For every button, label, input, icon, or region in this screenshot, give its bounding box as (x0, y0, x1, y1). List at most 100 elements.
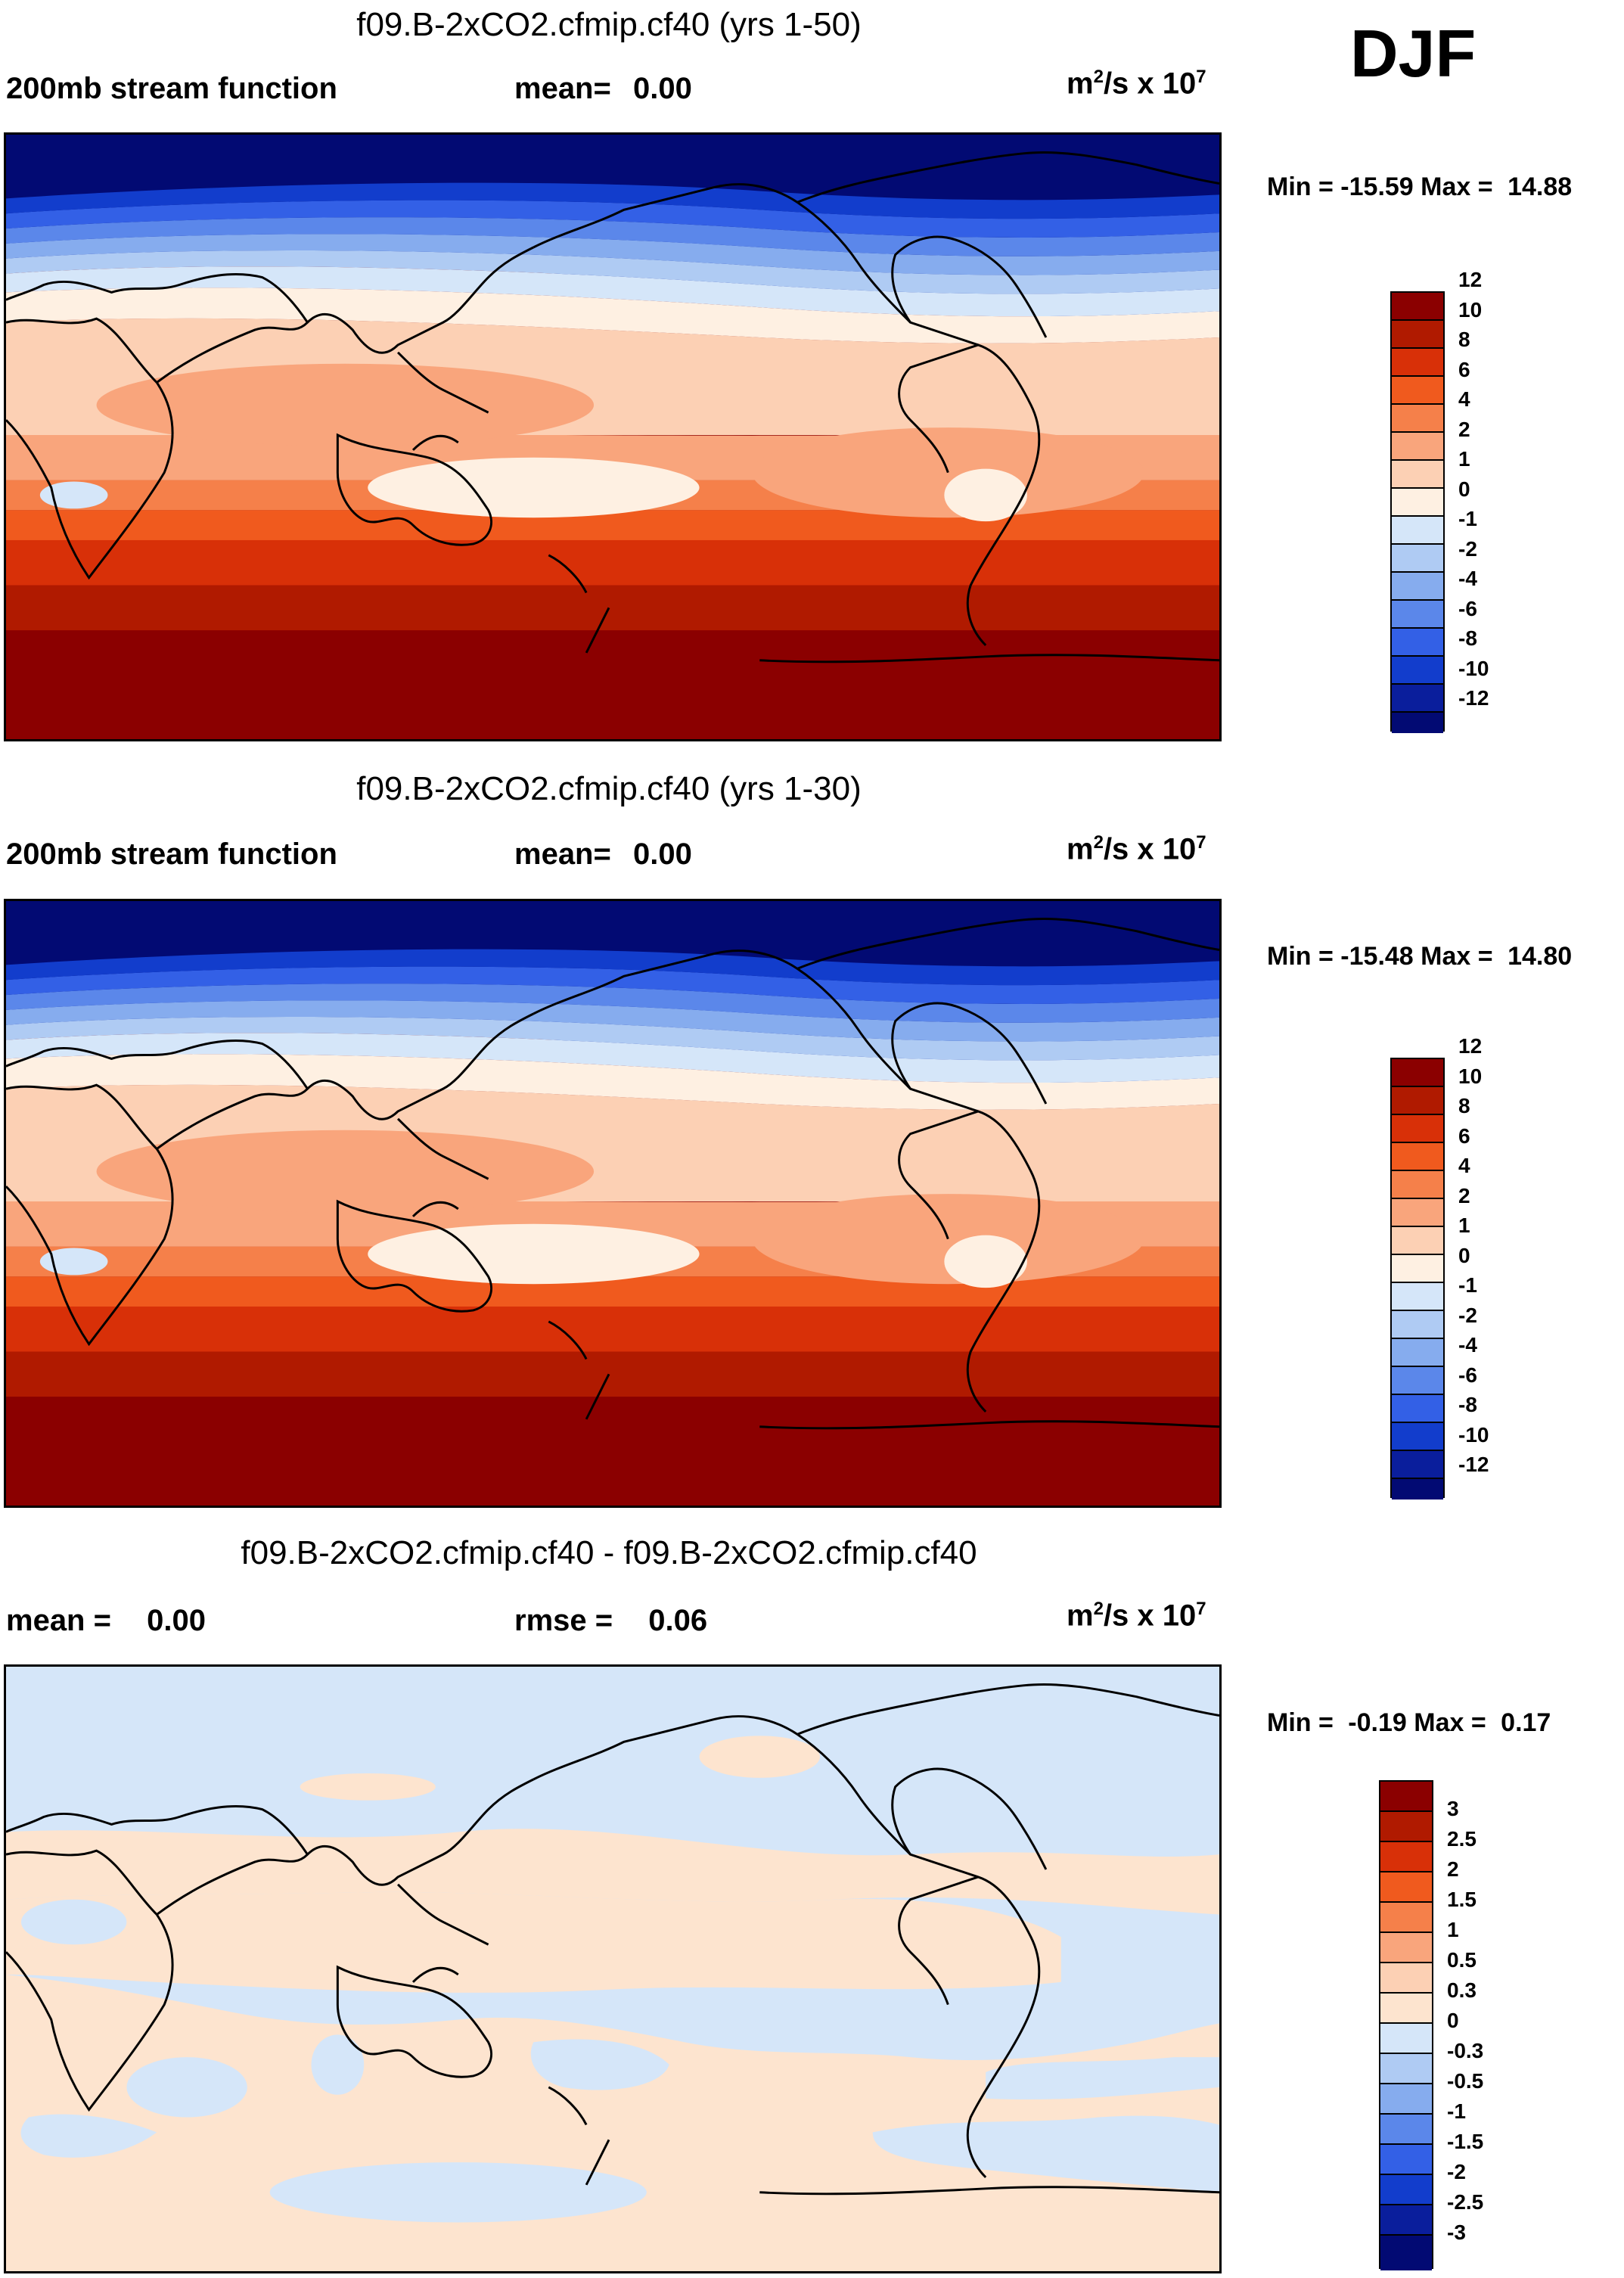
panel1-colorbar-swatch (1392, 685, 1443, 713)
panel2-units-mid: /s x 10 (1103, 832, 1197, 866)
panel1-colorbar-swatch (1392, 293, 1443, 321)
panel2-colorbar-tick: -8 (1458, 1393, 1477, 1416)
panel2-colorbar-tick: 2 (1458, 1184, 1470, 1207)
panel1-field-label: 200mb stream function (6, 72, 337, 105)
panel3-colorbar (1379, 1780, 1433, 2270)
panel1-colorbar-swatch (1392, 545, 1443, 573)
panel2-colorbar-swatch (1392, 1451, 1443, 1479)
panel1-colorbar-tick: 12 (1458, 268, 1483, 291)
panel3-units-base: m (1067, 1599, 1094, 1633)
panel1-max-label: Max = (1421, 172, 1493, 201)
panel2-colorbar-swatch (1392, 1283, 1443, 1311)
panel1-colorbar-swatch (1392, 461, 1443, 489)
panel3-colorbar-tick: -0.3 (1447, 2039, 1484, 2062)
panel2-colorbar-swatch (1392, 1171, 1443, 1199)
panel1-colorbar-tick: 1 (1458, 447, 1470, 471)
panel2-colorbar-swatch (1392, 1115, 1443, 1143)
panel1-colorbar-tick: 0 (1458, 477, 1470, 501)
panel3-colorbar-swatch (1380, 1963, 1432, 1994)
panel3-max-label: Max = (1414, 1708, 1486, 1737)
panel1-colorbar-swatch (1392, 517, 1443, 545)
panel3-colorbar-swatch (1380, 2205, 1432, 2236)
panel2-units: m2/s x 107 (1067, 832, 1206, 866)
panel2-colorbar-tick: 4 (1458, 1154, 1470, 1177)
panel1-units-mid: /s x 10 (1103, 67, 1197, 101)
panel1-colorbar-swatch (1392, 377, 1443, 405)
panel1-map-svg (6, 135, 1219, 739)
panel1-colorbar-tick: -10 (1458, 657, 1489, 680)
panel3-colorbar-tick: 2 (1447, 1857, 1459, 1881)
panel2-colorbar-swatch (1392, 1423, 1443, 1451)
panel2-colorbar-tick: -12 (1458, 1453, 1489, 1476)
panel1-colorbar-tick: -1 (1458, 507, 1477, 530)
panel2-colorbar-swatch (1392, 1199, 1443, 1227)
panel1-colorbar-tick: -2 (1458, 537, 1477, 561)
panel3-units-mid: /s x 10 (1103, 1599, 1197, 1633)
panel3-colorbar-tick: 1 (1447, 1918, 1459, 1941)
panel1-colorbar-tick: 4 (1458, 387, 1470, 411)
panel2-max-label: Max = (1421, 942, 1493, 971)
panel3-colorbar-swatch (1380, 2145, 1432, 2175)
panel2-mean: mean= 0.00 (514, 838, 692, 872)
season-label: DJF (1350, 16, 1477, 91)
panel3-units: m2/s x 107 (1067, 1599, 1206, 1633)
panel3-map-svg (6, 1667, 1219, 2271)
panel2-colorbar-tick: 8 (1458, 1094, 1470, 1117)
panel2-colorbar-swatch (1392, 1255, 1443, 1283)
panel3-mean: mean = 0.00 (6, 1604, 206, 1638)
panel2-map-svg (6, 901, 1219, 1506)
panel3-colorbar-tick: 0 (1447, 2009, 1459, 2032)
panel3-map (4, 1664, 1222, 2273)
panel1-mean: mean= 0.00 (514, 72, 692, 106)
panel2-min-label: Min = (1267, 942, 1334, 971)
panel1-colorbar-tick: -8 (1458, 626, 1477, 650)
panel3-colorbar-tick: -2.5 (1447, 2190, 1484, 2214)
panel2-colorbar-tick: 12 (1458, 1034, 1483, 1058)
panel1-colorbar-swatch (1392, 405, 1443, 433)
panel2-colorbar (1390, 1058, 1445, 1500)
panel3-colorbar-tick: 0.5 (1447, 1948, 1477, 1972)
panel3-colorbar-swatch (1380, 2084, 1432, 2115)
panel3-colorbar-tick: 0.3 (1447, 1978, 1477, 2002)
panel2-colorbar-tick: -1 (1458, 1273, 1477, 1297)
panel2-colorbar-swatch (1392, 1227, 1443, 1255)
panel3-min-value: -0.19 (1348, 1708, 1407, 1737)
panel1-units: m2/s x 107 (1067, 67, 1206, 101)
panel1-units-base: m (1067, 67, 1094, 101)
panel3-colorbar-tick: 3 (1447, 1797, 1459, 1820)
panel3-title: f09.B-2xCO2.cfmip.cf40 - f09.B-2xCO2.cfm… (241, 1534, 977, 1571)
panel3-colorbar-swatch (1380, 1994, 1432, 2024)
panel1-colorbar-tick: -6 (1458, 597, 1477, 620)
panel3-colorbar-swatch (1380, 1842, 1432, 1872)
panel1-colorbar-tick: -12 (1458, 686, 1489, 710)
panel1-min-label: Min = (1267, 172, 1334, 201)
panel2-colorbar-tick: -10 (1458, 1423, 1489, 1447)
panel2-colorbar-tick: 1 (1458, 1214, 1470, 1237)
panel2-mean-value: 0.00 (632, 838, 692, 871)
panel1-colorbar-swatch (1392, 489, 1443, 517)
panel3-colorbar-swatch (1380, 1872, 1432, 1903)
panel3-colorbar-swatch (1380, 1903, 1432, 1933)
panel3-minmax: Min = -0.19 Max = 0.17 (1267, 1708, 1551, 1738)
panel2-colorbar-tick: 0 (1458, 1244, 1470, 1267)
panel2-map (4, 899, 1222, 1508)
panel3-colorbar-swatch (1380, 1812, 1432, 1842)
panel2-colorbar-tick: -2 (1458, 1304, 1477, 1327)
panel1-colorbar-swatch (1392, 629, 1443, 657)
panel3-colorbar-swatch (1380, 2024, 1432, 2054)
panel2-max-value: 14.80 (1508, 942, 1573, 971)
panel1-colorbar-swatch (1392, 433, 1443, 461)
panel3-colorbar-tick: -0.5 (1447, 2069, 1484, 2093)
panel2-colorbar-swatch (1392, 1087, 1443, 1115)
panel3-colorbar-tick: -1 (1447, 2099, 1466, 2123)
panel3-max-value: 0.17 (1501, 1708, 1551, 1737)
panel1-minmax: Min = -15.59 Max = 14.88 (1267, 172, 1572, 202)
panel1-colorbar-swatch (1392, 321, 1443, 349)
panel3-colorbar-tick: -2 (1447, 2160, 1466, 2183)
panel1-colorbar-tick: 2 (1458, 418, 1470, 441)
panel1-max-value: 14.88 (1508, 172, 1573, 201)
panel1-map (4, 132, 1222, 741)
panel3-units-exp: 7 (1196, 1599, 1206, 1619)
panel3-colorbar-tick: -1.5 (1447, 2130, 1484, 2153)
panel2-colorbar-swatch (1392, 1395, 1443, 1423)
